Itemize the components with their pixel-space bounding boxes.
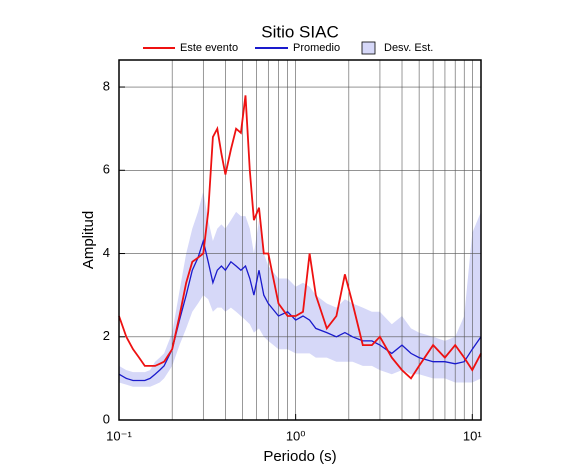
plot-frame — [118, 59, 482, 421]
y-tick-label: 4 — [103, 245, 110, 260]
series-line — [118, 95, 482, 380]
x-tick-label: 10⁻¹ — [106, 428, 132, 443]
legend-label: Este evento — [180, 42, 238, 54]
x-tick-label: 10⁰ — [286, 428, 306, 443]
legend-label: Desv. Est. — [384, 42, 433, 54]
std-band — [119, 191, 481, 387]
y-tick-label: 0 — [103, 411, 110, 426]
x-axis-label: Periodo (s) — [263, 448, 336, 465]
y-tick-label: 8 — [103, 78, 110, 93]
legend-swatch — [361, 41, 376, 55]
y-axis-label: Amplitud — [80, 211, 97, 269]
chart-title: Sitio SIAC — [261, 22, 338, 41]
x-tick-label: 10¹ — [463, 428, 482, 443]
y-tick-label: 6 — [103, 162, 110, 177]
y-tick-label: 2 — [103, 328, 110, 343]
series-line — [118, 238, 482, 382]
legend-label: Promedio — [293, 42, 340, 54]
